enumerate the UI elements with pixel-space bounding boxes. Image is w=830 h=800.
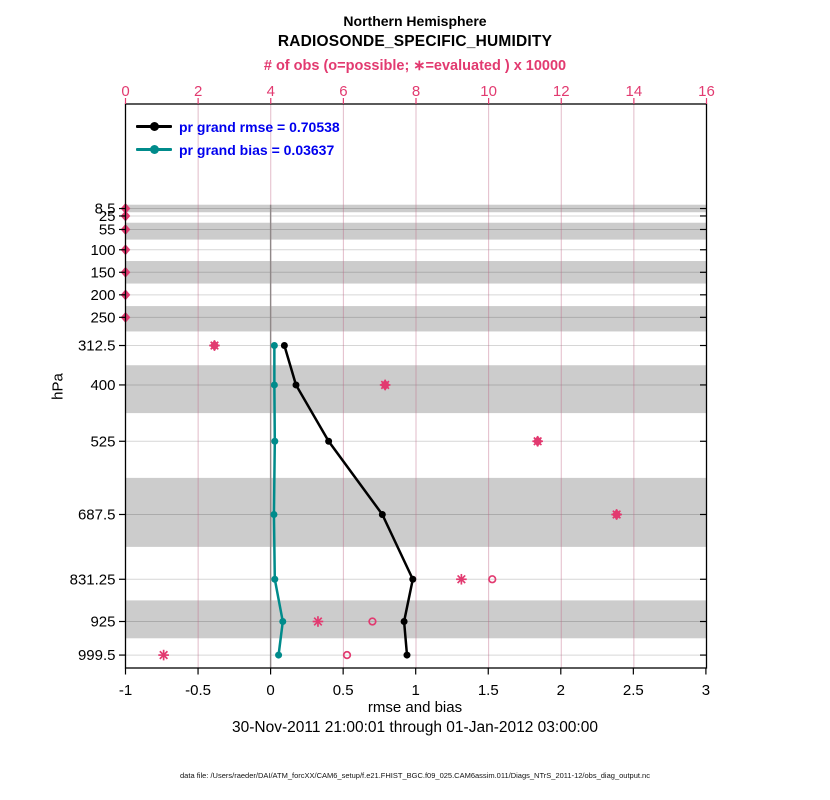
shaded-band: [125, 600, 707, 639]
y-tick-label: 312.5: [78, 338, 116, 355]
date-range: 30-Nov-2011 21:00:01 through 01-Jan-2012…: [232, 719, 598, 736]
legend-item-rmse: pr grand rmse = 0.70538: [136, 115, 340, 138]
rmse-profile: [280, 342, 417, 659]
bias-point: [270, 510, 278, 518]
rmse-point: [378, 510, 386, 518]
shaded-band: [125, 477, 707, 547]
bias-point: [271, 437, 279, 445]
axis-ticks: [119, 98, 708, 675]
x-tick-label: 1.5: [478, 682, 499, 699]
y-tick-label: 55: [99, 221, 116, 238]
shaded-band: [125, 365, 707, 414]
y-tick-label: 100: [90, 242, 115, 259]
top-tick-label: 4: [267, 83, 275, 100]
y-tick-label: 831.25: [70, 571, 116, 588]
legend: pr grand rmse = 0.70538 pr grand bias = …: [136, 115, 340, 161]
shaded-band: [125, 306, 707, 332]
top-tick-label: 14: [626, 83, 643, 100]
top-tick-label: 8: [412, 83, 420, 100]
bias-point: [270, 342, 278, 350]
y-tick-label: 525: [90, 433, 115, 450]
top-tick-label: 2: [194, 83, 202, 100]
legend-item-bias: pr grand bias = 0.03637: [136, 138, 340, 161]
top-tick-label: 12: [553, 83, 570, 100]
top-axis-label: # of obs (o=possible; ∗=evaluated ) x 10…: [263, 58, 567, 74]
obs-diamond-marker: [209, 340, 220, 352]
rmse-point: [400, 618, 408, 626]
legend-label-rmse: pr grand rmse = 0.70538: [179, 118, 340, 135]
chart-title: Northern Hemisphere: [343, 13, 487, 29]
legend-label-bias: pr grand bias = 0.03637: [179, 141, 335, 158]
bias-profile: [270, 342, 287, 659]
rmse-point: [325, 437, 333, 445]
rmse-point: [292, 381, 300, 389]
x-tick-label: 0.5: [333, 682, 354, 699]
rmse-point: [409, 575, 417, 583]
y-tick-label: 925: [90, 614, 115, 631]
possible-circle-marker: [368, 617, 377, 626]
rmse-line-sample: [136, 122, 172, 131]
data-file-path: data file: /Users/raeder/DAI/ATM_forcXX/…: [180, 771, 650, 780]
obs-diamond-marker: [611, 508, 622, 520]
rmse-point: [280, 342, 288, 350]
possible-circle-marker: [342, 650, 352, 660]
possible-circle-marker: [488, 575, 497, 584]
chart-subtitle: RADIOSONDE_SPECIFIC_HUMIDITY: [277, 33, 553, 50]
y-tick-label: 25: [99, 208, 116, 225]
x-tick-label: 2: [557, 682, 565, 699]
bias-line-sample: [136, 145, 172, 154]
x-tick-label: -0.5: [185, 682, 211, 699]
x-tick-label: -1: [119, 682, 132, 699]
rmse-marker-sample: [150, 122, 159, 131]
obs-diamond-marker: [380, 379, 390, 391]
shaded-bands: [125, 204, 707, 639]
y-tick-label: 400: [90, 377, 115, 394]
y-axis-label: hPa: [49, 373, 67, 400]
y-tick-label: 150: [90, 264, 115, 281]
evaluated-asterisk-marker: [313, 617, 323, 626]
x-axis-label: rmse and bias: [367, 699, 463, 716]
shaded-band: [125, 204, 707, 213]
h-gridlines: [125, 208, 707, 656]
x-tick-label: 3: [702, 682, 710, 699]
bias-point: [275, 651, 283, 659]
obs-diamond-marker: [532, 435, 543, 447]
bias-point: [270, 381, 278, 389]
y-tick-label: 200: [90, 287, 115, 304]
evaluated-asterisk-marker: [456, 574, 466, 584]
y-tick-label: 687.5: [78, 506, 116, 523]
x-tick-label: 2.5: [623, 682, 644, 699]
top-tick-label: 0: [121, 83, 129, 100]
x-tick-label: 0: [266, 682, 274, 699]
bias-point: [271, 575, 279, 583]
bias-point: [279, 618, 287, 626]
top-tick-label: 16: [698, 83, 715, 100]
y-tick-label: 999.5: [78, 647, 116, 664]
y-tick-label: 250: [90, 309, 115, 326]
bias-marker-sample: [150, 145, 159, 154]
x-tick-label: 1: [412, 682, 420, 699]
top-tick-label: 10: [480, 83, 497, 100]
y-tick-label: 8.5: [95, 201, 116, 218]
evaluated-asterisk-marker: [159, 650, 169, 660]
top-tick-label: 6: [339, 83, 347, 100]
rmse-point: [403, 651, 411, 659]
